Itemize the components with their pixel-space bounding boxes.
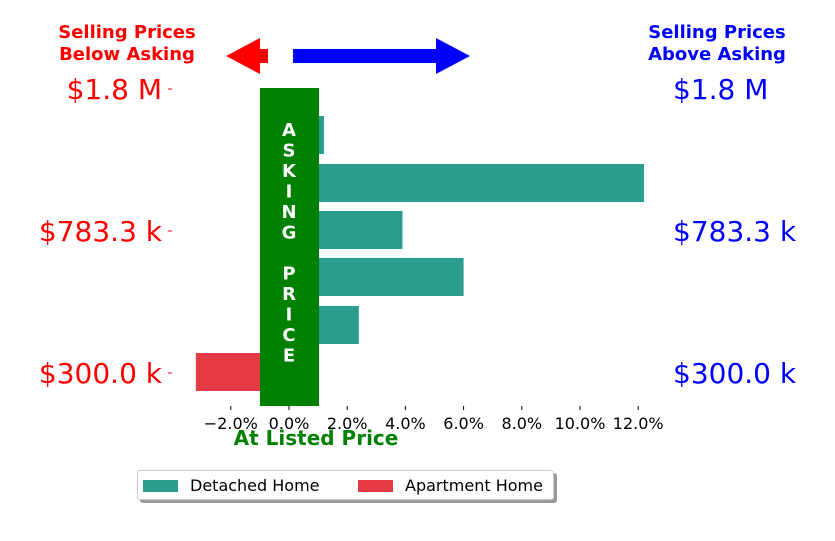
x-axis-ticks: −2.0% 0.0% 2.0% 4.0% 6.0% 8.0% 10.0% 12.0% [204, 406, 664, 433]
asking-price-letter: P [282, 264, 295, 285]
x-tick-label: −2.0% [204, 414, 258, 433]
legend: Detached Home Apartment Home [137, 470, 554, 500]
x-tick-label: 0.0% [269, 414, 310, 433]
asking-price-letter: R [282, 284, 296, 305]
header-right-line1: Selling Prices [648, 22, 785, 43]
x-tick-label: 10.0% [555, 414, 606, 433]
asking-price-letter: E [283, 346, 295, 367]
asking-price-letter: K [282, 161, 297, 182]
right-price-label-mid: $783.3 k [673, 215, 797, 248]
header-right-line2: Above Asking [648, 44, 786, 65]
x-axis-label: At Listed Price [234, 426, 399, 450]
left-price-label-top: $1.8 M [67, 73, 162, 106]
header-left-line1: Selling Prices [58, 22, 195, 43]
asking-price-letter: N [281, 202, 296, 223]
legend-swatch-apartment [358, 480, 393, 492]
asking-price-letter: C [282, 325, 295, 346]
legend-label-detached: Detached Home [190, 476, 320, 495]
x-tick-label: 8.0% [501, 414, 542, 433]
left-red-arrow [226, 38, 268, 74]
legend-label-apartment: Apartment Home [405, 476, 543, 495]
asking-price-band [260, 88, 319, 406]
x-tick-label: 6.0% [443, 414, 484, 433]
left-price-label-bottom: $300.0 k [39, 357, 163, 390]
asking-price-letter: I [286, 182, 293, 203]
asking-price-letter: I [286, 305, 293, 326]
x-tick-label: 4.0% [385, 414, 426, 433]
x-tick-label: 12.0% [613, 414, 664, 433]
legend-swatch-detached [143, 480, 178, 492]
header-left-line2: Below Asking [59, 44, 195, 65]
detached-bar-2 [289, 164, 645, 202]
right-price-label-top: $1.8 M [673, 73, 768, 106]
right-blue-arrow [293, 38, 470, 74]
asking-price-letter: A [282, 120, 296, 141]
asking-price-letter: G [282, 223, 297, 244]
left-price-label-mid: $783.3 k [39, 215, 163, 248]
x-tick-label: 2.0% [327, 414, 368, 433]
asking-price-letter: S [283, 141, 296, 162]
right-price-label-bottom: $300.0 k [673, 357, 797, 390]
